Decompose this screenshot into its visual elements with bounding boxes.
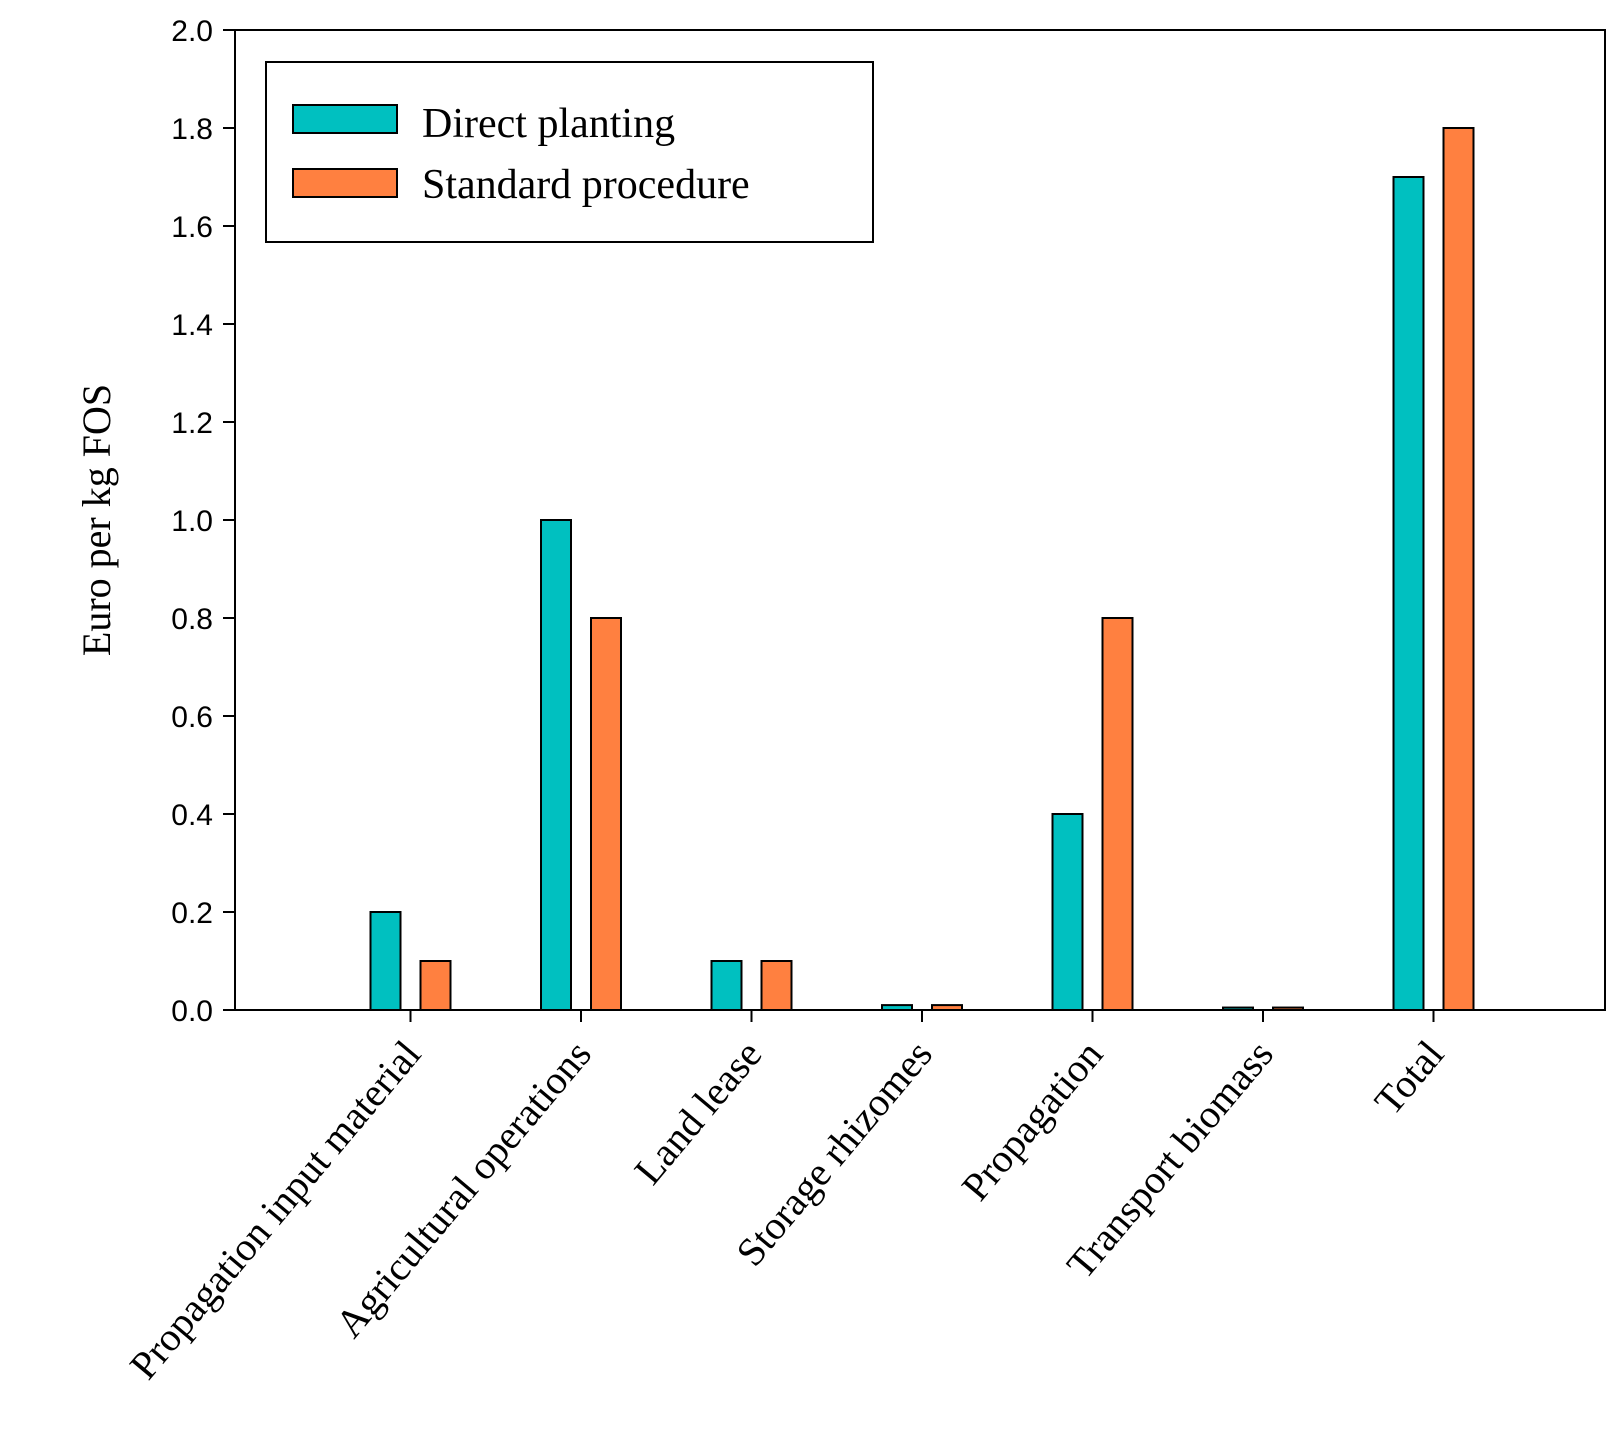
bar-direct-planting (1222, 1006, 1254, 1011)
x-tick-label: Propagation (953, 1032, 1112, 1209)
y-tick-label: 1.2 (171, 407, 213, 440)
y-axis-title: Euro per kg FOS (74, 384, 119, 656)
bar-standard-procedure (1101, 617, 1134, 1011)
bar-direct-planting (1051, 813, 1084, 1011)
y-tick-label: 0.8 (171, 603, 213, 636)
legend: Direct planting Standard procedure (265, 61, 874, 243)
bar-direct-planting (540, 519, 572, 1011)
bars-group (369, 127, 1475, 1011)
x-tick-label: Land lease (625, 1032, 770, 1193)
y-tick-label: 0.4 (171, 799, 213, 832)
x-tick-label: Propagation input material (121, 1032, 430, 1388)
x-tick-label: Total (1365, 1032, 1452, 1123)
y-axis-ticks: 0.0 0.2 0.4 0.6 0.8 1.0 1.2 1.4 1.6 1.8 2.0 (171, 15, 235, 1028)
y-tick-label: 0.2 (171, 897, 213, 930)
bar-direct-planting (369, 911, 402, 1011)
legend-swatch-direct-planting (292, 104, 398, 134)
legend-box (265, 61, 874, 243)
legend-label-standard-procedure: Standard procedure (422, 162, 750, 208)
bar-standard-procedure (1442, 127, 1475, 1011)
y-tick-label: 0.0 (171, 995, 213, 1028)
y-tick-label: 1.8 (171, 113, 213, 146)
bar-direct-planting (710, 960, 743, 1011)
legend-label-direct-planting: Direct planting (422, 101, 675, 147)
bar-standard-procedure (760, 960, 793, 1011)
y-tick-label: 1.0 (171, 505, 213, 538)
legend-swatch-standard-procedure (292, 168, 398, 198)
y-tick-label: 2.0 (171, 15, 213, 48)
bar-standard-procedure (419, 960, 452, 1011)
y-tick-label: 0.6 (171, 701, 213, 734)
bar-standard-procedure (1272, 1006, 1304, 1011)
bar-standard-procedure (931, 1004, 963, 1011)
bar-standard-procedure (590, 617, 622, 1011)
y-tick-label: 1.6 (171, 211, 213, 244)
bar-direct-planting (1392, 176, 1425, 1011)
y-tick-label: 1.4 (171, 309, 213, 342)
bar-direct-planting (881, 1004, 913, 1011)
